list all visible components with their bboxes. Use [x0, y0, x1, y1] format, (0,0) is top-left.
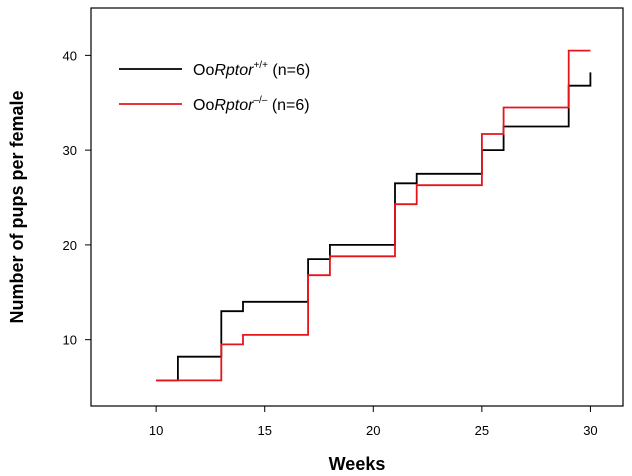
- x-tick-label: 30: [583, 423, 597, 438]
- legend: OoRptor+/+ (n=6) OoRptor–/– (n=6): [119, 60, 310, 114]
- y-tick-label: 10: [63, 333, 77, 348]
- series-line-wt: [156, 72, 590, 380]
- legend-label-wt: OoRptor+/+ (n=6): [193, 60, 310, 79]
- plot-frame: [91, 8, 623, 406]
- y-tick-label: 20: [63, 238, 77, 253]
- x-tick-label: 25: [475, 423, 489, 438]
- y-tick-label: 30: [63, 143, 77, 158]
- y-axis-title: Number of pups per female: [7, 90, 27, 323]
- x-tick-label: 20: [366, 423, 380, 438]
- x-tick-label: 10: [149, 423, 163, 438]
- x-tick-label: 15: [257, 423, 271, 438]
- y-tick-label: 40: [63, 48, 77, 63]
- x-axis-title: Weeks: [329, 454, 386, 474]
- legend-label-ko: OoRptor–/– (n=6): [193, 95, 310, 114]
